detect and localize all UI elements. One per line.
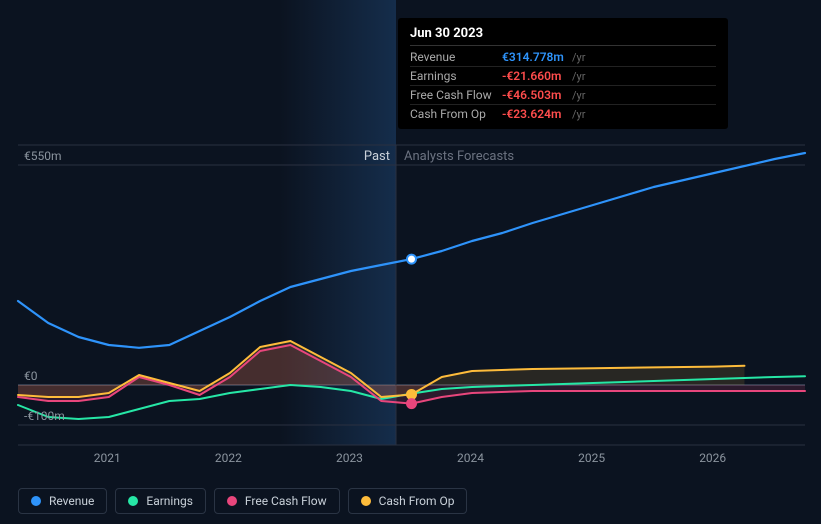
x-axis-tick-label: 2023 — [336, 451, 363, 465]
legend-label: Revenue — [49, 494, 94, 508]
tooltip-date: Jun 30 2023 — [410, 26, 716, 46]
legend-item-cash-from-op[interactable]: Cash From Op — [348, 488, 468, 514]
tooltip-metric-value: -€23.624m — [502, 107, 570, 121]
y-axis-tick-label: €0 — [24, 369, 38, 383]
tooltip-row: Free Cash Flow-€46.503m/yr — [410, 86, 716, 105]
x-axis-tick-label: 2021 — [94, 451, 121, 465]
tooltip-metric-label: Revenue — [410, 50, 502, 64]
chart-legend: Revenue Earnings Free Cash Flow Cash From O… — [18, 488, 467, 514]
tooltip-unit: /yr — [572, 108, 585, 121]
tooltip-row: Revenue€314.778m/yr — [410, 48, 716, 67]
chart-tooltip: Jun 30 2023 Revenue€314.778m/yrEarnings-… — [398, 18, 728, 129]
x-axis-tick-label: 2025 — [578, 451, 605, 465]
forecast-section-label: Analysts Forecasts — [404, 149, 514, 164]
tooltip-metric-value: -€21.660m — [502, 69, 570, 83]
tooltip-row: Earnings-€21.660m/yr — [410, 67, 716, 86]
legend-label: Cash From Op — [379, 494, 455, 508]
past-section-label: Past — [364, 149, 390, 164]
legend-swatch — [227, 496, 237, 506]
legend-label: Free Cash Flow — [245, 494, 327, 508]
legend-item-revenue[interactable]: Revenue — [18, 488, 107, 514]
legend-swatch — [128, 496, 138, 506]
tooltip-metric-label: Earnings — [410, 69, 502, 83]
tooltip-unit: /yr — [572, 89, 585, 102]
financials-chart: €550m €0 -€100m 2021 2022 2023 2024 2025 2026 P… — [0, 0, 821, 524]
legend-item-earnings[interactable]: Earnings — [115, 488, 206, 514]
legend-label: Earnings — [146, 494, 193, 508]
tooltip-metric-label: Free Cash Flow — [410, 88, 502, 102]
tooltip-metric-label: Cash From Op — [410, 107, 502, 121]
legend-swatch — [31, 496, 41, 506]
y-axis-tick-label: €550m — [24, 149, 62, 163]
tooltip-metric-value: €314.778m — [502, 50, 570, 64]
tooltip-metric-value: -€46.503m — [502, 88, 570, 102]
legend-item-free-cash-flow[interactable]: Free Cash Flow — [214, 488, 340, 514]
x-axis-tick-label: 2026 — [699, 451, 726, 465]
x-axis-tick-label: 2022 — [215, 451, 242, 465]
y-axis-tick-label: -€100m — [24, 409, 65, 423]
tooltip-unit: /yr — [572, 51, 585, 64]
tooltip-row: Cash From Op-€23.624m/yr — [410, 105, 716, 123]
tooltip-unit: /yr — [572, 70, 585, 83]
legend-swatch — [361, 496, 371, 506]
x-axis-tick-label: 2024 — [457, 451, 484, 465]
